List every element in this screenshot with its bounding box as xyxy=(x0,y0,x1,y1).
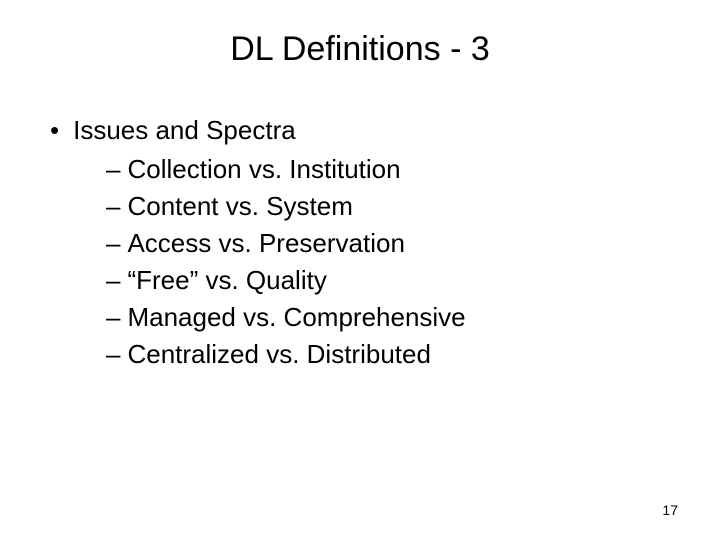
dash-icon: – xyxy=(106,189,120,224)
sub-bullet-text: Managed vs. Comprehensive xyxy=(127,300,465,335)
dash-icon: – xyxy=(106,263,120,298)
sub-bullet-item: – Managed vs. Comprehensive xyxy=(106,300,680,335)
sub-bullet-item: – Access vs. Preservation xyxy=(106,226,680,261)
sub-bullet-text: “Free” vs. Quality xyxy=(127,263,326,298)
sub-bullets-container: – Collection vs. Institution – Content v… xyxy=(48,152,680,373)
sub-bullet-item: – Collection vs. Institution xyxy=(106,152,680,187)
sub-bullet-text: Access vs. Preservation xyxy=(127,226,404,261)
sub-bullet-item: – Centralized vs. Distributed xyxy=(106,337,680,372)
dash-icon: – xyxy=(106,300,120,335)
slide-container: DL Definitions - 3 • Issues and Spectra … xyxy=(0,0,720,540)
bullet-dot-icon: • xyxy=(50,114,59,148)
slide-title: DL Definitions - 3 xyxy=(40,30,680,69)
page-number: 17 xyxy=(662,502,678,518)
sub-bullet-text: Centralized vs. Distributed xyxy=(127,337,430,372)
sub-bullet-text: Content vs. System xyxy=(127,189,352,224)
dash-icon: – xyxy=(106,226,120,261)
bullet-level1: • Issues and Spectra xyxy=(48,114,680,148)
level1-text: Issues and Spectra xyxy=(73,114,296,148)
dash-icon: – xyxy=(106,152,120,187)
sub-bullet-item: – Content vs. System xyxy=(106,189,680,224)
sub-bullet-item: – “Free” vs. Quality xyxy=(106,263,680,298)
sub-bullet-text: Collection vs. Institution xyxy=(127,152,400,187)
dash-icon: – xyxy=(106,337,120,372)
slide-content: • Issues and Spectra – Collection vs. In… xyxy=(40,114,680,372)
